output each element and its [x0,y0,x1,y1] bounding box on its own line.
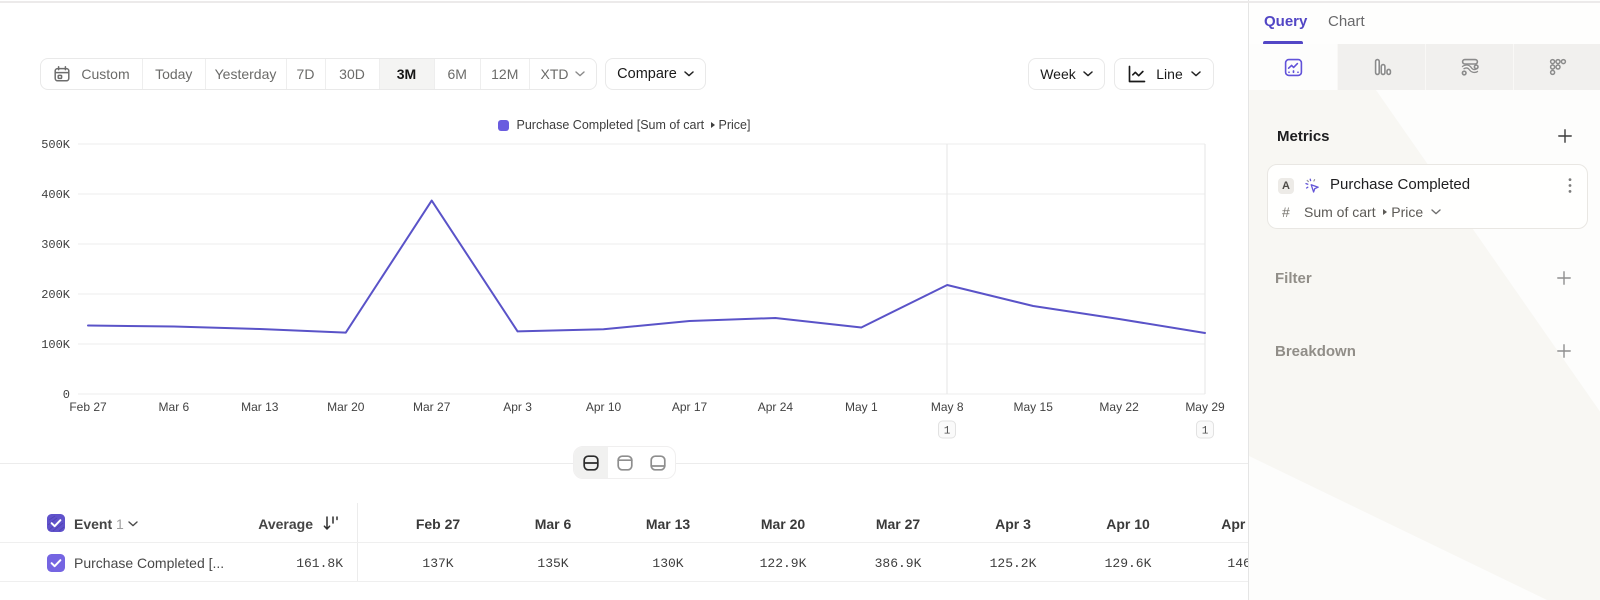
svg-text:May 8: May 8 [931,400,964,414]
svg-text:Apr 17: Apr 17 [672,400,708,414]
svg-text:Mar 20: Mar 20 [327,400,365,414]
svg-text:May 29: May 29 [1185,400,1225,414]
svg-text:Apr 3: Apr 3 [503,400,532,414]
svg-text:1: 1 [944,426,951,438]
svg-text:200K: 200K [41,288,71,302]
svg-text:100K: 100K [41,338,71,352]
svg-text:1: 1 [1202,426,1209,438]
svg-text:400K: 400K [41,188,71,202]
svg-text:Mar 6: Mar 6 [159,400,190,414]
svg-text:Apr 10: Apr 10 [586,400,622,414]
svg-text:0: 0 [63,388,70,402]
svg-text:May 1: May 1 [845,400,878,414]
svg-text:500K: 500K [41,138,71,152]
svg-text:May 22: May 22 [1099,400,1139,414]
svg-text:Apr 24: Apr 24 [758,400,794,414]
svg-text:300K: 300K [41,238,71,252]
svg-text:May 15: May 15 [1014,400,1054,414]
svg-text:Mar 13: Mar 13 [241,400,279,414]
svg-text:Mar 27: Mar 27 [413,400,451,414]
svg-text:Feb 27: Feb 27 [69,400,107,414]
